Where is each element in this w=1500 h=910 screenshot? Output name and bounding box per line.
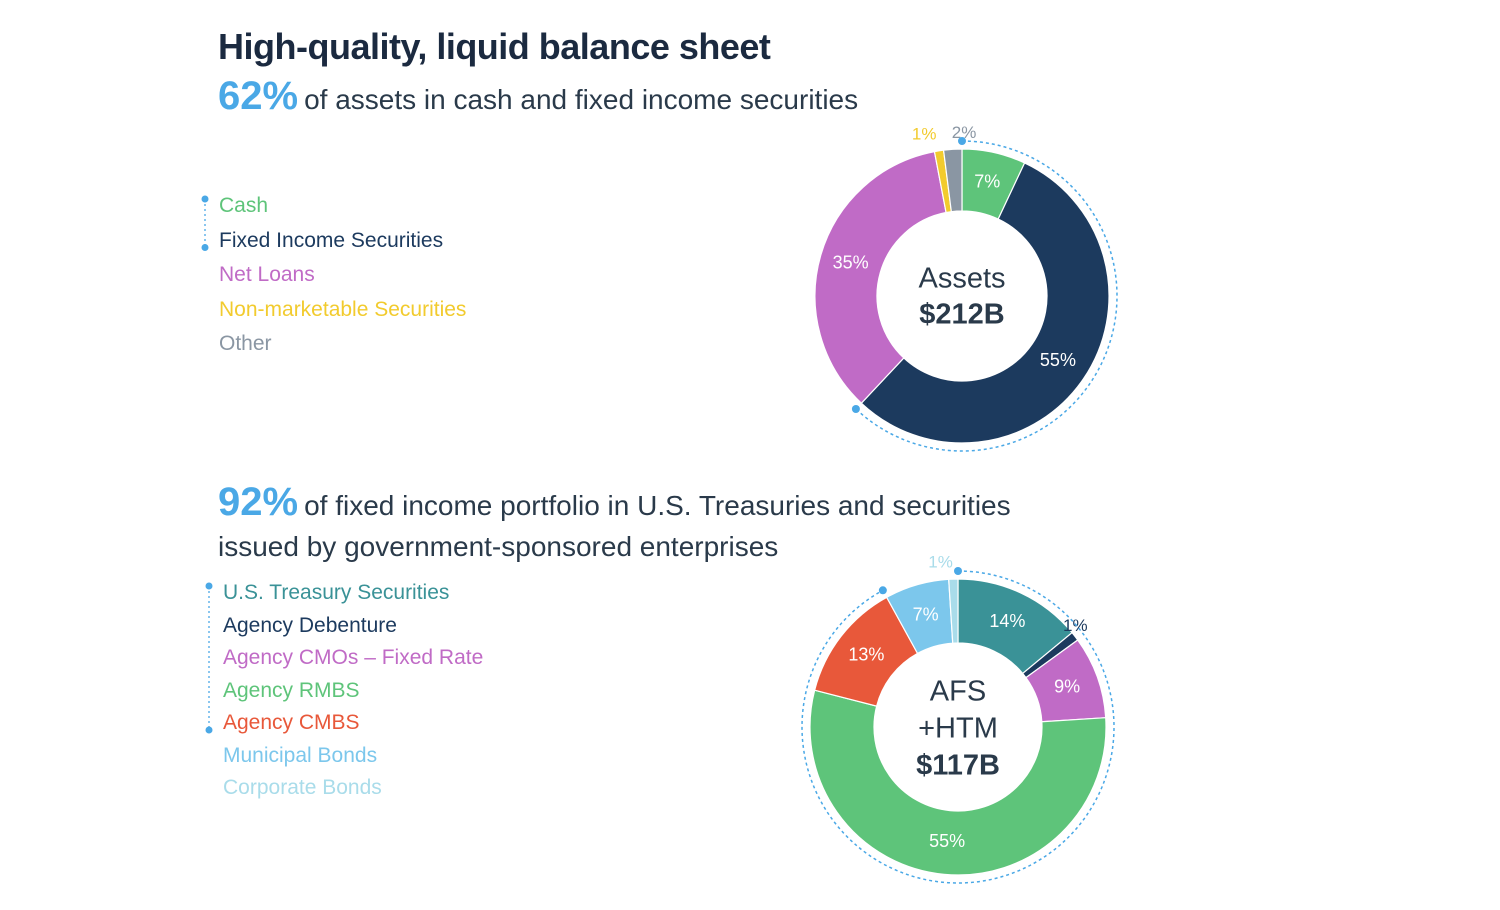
- arc-dot: [958, 137, 966, 145]
- legend-item: Agency CMBS: [223, 711, 360, 734]
- highlight-arc: [855, 140, 1118, 452]
- legend-item: Agency Debenture: [223, 613, 397, 637]
- value-label: 14%: [989, 611, 1025, 631]
- highlight: 92%: [218, 480, 299, 524]
- center-label: AFS: [930, 676, 986, 708]
- legend-item: Net Loans: [219, 263, 315, 286]
- arc-dot: [954, 567, 962, 575]
- value-label: 7%: [913, 604, 939, 624]
- value-label: 35%: [833, 252, 869, 272]
- bracket-dot: [201, 195, 209, 203]
- chart-heading: 62% of assets in cash and fixed income se…: [218, 76, 1118, 120]
- legend-item: Corporate Bonds: [223, 776, 382, 799]
- bracket-dot: [205, 582, 213, 590]
- center-label: +HTM: [918, 713, 998, 745]
- bracket-dot: [205, 726, 213, 734]
- chart-heading: 92% of fixed income portfolio in U.S. Tre…: [218, 482, 1018, 567]
- donut-segment: [814, 150, 947, 405]
- arc-dot: [878, 586, 887, 595]
- subtitle: of assets in cash and fixed income secur…: [304, 84, 859, 115]
- legend-item: U.S. Treasury Securities: [223, 581, 450, 604]
- legend-item: Fixed Income Securities: [219, 228, 444, 252]
- value-label: 1%: [928, 553, 953, 572]
- value-label: 55%: [1040, 350, 1076, 370]
- legend-item: Other: [219, 332, 272, 355]
- donut-segment: [860, 162, 1110, 444]
- legend-item: Agency CMOs – Fixed Rate: [223, 646, 484, 669]
- value-label: 55%: [929, 831, 965, 851]
- legend-item: Municipal Bonds: [223, 743, 378, 767]
- bracket-dot: [201, 244, 209, 251]
- highlight: 62%: [218, 74, 299, 118]
- legend-item: Cash: [219, 194, 269, 217]
- subtitle: of fixed income portfolio in U.S. Treasu…: [218, 490, 1011, 562]
- value-label: 7%: [974, 172, 1000, 192]
- page-title: High-quality, liquid balance sheet: [218, 26, 771, 67]
- donut-segment: [942, 148, 963, 213]
- highlight-arc: [801, 570, 1115, 884]
- value-label: 1%: [912, 124, 937, 143]
- legend-item: Agency RMBS: [223, 678, 360, 702]
- value-label: 1%: [1063, 616, 1088, 635]
- donut-segment: [948, 578, 959, 644]
- value-label: 9%: [1054, 676, 1080, 696]
- center-label: $212B: [919, 299, 1004, 331]
- center-label: $117B: [916, 750, 1000, 782]
- donut-segment: [809, 689, 1107, 876]
- arc-dot: [851, 404, 860, 413]
- center-label: Assets: [918, 263, 1005, 295]
- legend-item: Non-marketable Securities: [219, 297, 467, 321]
- value-label: 2%: [952, 123, 977, 142]
- value-label: 13%: [848, 645, 884, 665]
